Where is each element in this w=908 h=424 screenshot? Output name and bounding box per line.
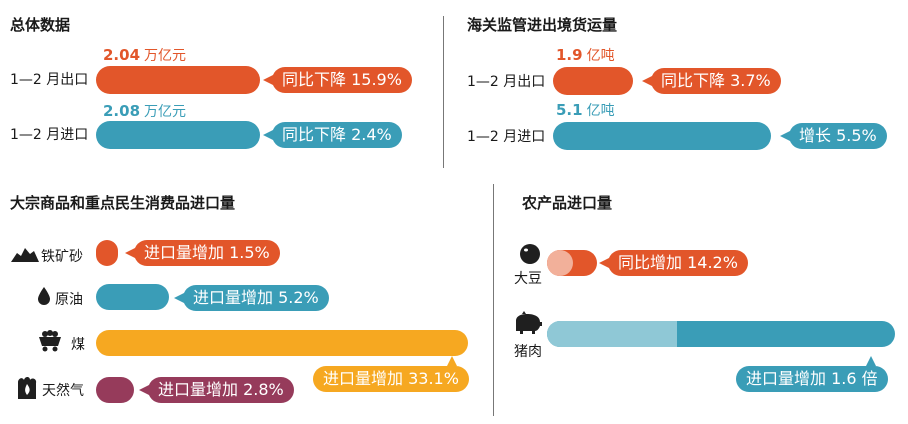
p3-gas-bar — [96, 377, 134, 403]
panel2-title: 海关监管进出境货运量 — [467, 16, 618, 34]
p3-iron-change: 进口量增加 1.5% — [125, 240, 280, 266]
p2-import-change: 增长 5.5% — [780, 123, 887, 149]
p3-gas-change: 进口量增加 2.8% — [139, 377, 294, 403]
panel4-title: 农产品进口量 — [522, 194, 613, 212]
p4-soy-change: 同比增加 14.2% — [599, 250, 748, 276]
p2-export-change: 同比下降 3.7% — [642, 68, 781, 94]
p2-export-bar — [553, 67, 633, 95]
p2-import-bar — [553, 122, 771, 150]
p2-import-value: 5.1 亿吨 — [556, 100, 615, 120]
p3-iron-bar — [96, 240, 118, 266]
p3-iron-label: 铁矿砂 — [41, 249, 83, 265]
p4-pork-bar-base — [547, 321, 677, 347]
coal-cart-icon — [39, 330, 61, 352]
crude-oil-drop-icon — [38, 287, 50, 305]
p3-coal-label: 煤 — [71, 337, 85, 353]
panel1-title: 总体数据 — [10, 16, 71, 34]
p1-export-change: 同比下降 15.9% — [263, 67, 412, 93]
p4-soy-label: 大豆 — [514, 271, 542, 287]
p1-export-unit: 万亿元 — [144, 48, 187, 64]
p3-coal-bar — [96, 330, 468, 356]
p1-export-label: 1—2 月出口 — [10, 72, 89, 88]
p3-gas-label: 天然气 — [42, 383, 84, 399]
p1-export-bar — [96, 66, 260, 94]
p1-import-change: 同比下降 2.4% — [263, 122, 402, 148]
p3-oil-label: 原油 — [55, 292, 83, 308]
p3-oil-bar — [96, 284, 169, 310]
p2-export-unit: 亿吨 — [586, 48, 615, 64]
p2-import-label: 1—2 月进口 — [467, 129, 546, 145]
soybean-icon — [520, 244, 540, 264]
natural-gas-icon — [18, 377, 37, 399]
p2-export-value: 1.9 亿吨 — [556, 45, 615, 65]
panel3-title: 大宗商品和重点民生消费品进口量 — [10, 194, 236, 212]
p2-export-number: 1.9 — [556, 46, 583, 64]
p4-pork-change: 进口量增加 1.6 倍 — [736, 356, 888, 392]
p1-import-number: 2.08 — [103, 102, 141, 120]
p1-import-bar — [96, 121, 260, 149]
p4-pork-label: 猪肉 — [514, 344, 542, 360]
p2-import-unit: 亿吨 — [586, 103, 615, 119]
divider-top — [443, 16, 444, 168]
pig-icon — [516, 311, 542, 334]
iron-ore-icon — [11, 248, 39, 262]
p1-export-value: 2.04 万亿元 — [103, 45, 186, 65]
p3-oil-change: 进口量增加 5.2% — [174, 285, 329, 311]
p1-import-value: 2.08 万亿元 — [103, 101, 186, 121]
divider-bottom — [493, 184, 494, 416]
p1-export-number: 2.04 — [103, 46, 141, 64]
p3-coal-change: 进口量增加 33.1% — [313, 356, 469, 392]
p4-soy-bar-base — [547, 250, 573, 276]
p1-import-unit: 万亿元 — [144, 104, 187, 120]
p2-import-number: 5.1 — [556, 101, 583, 119]
p1-import-label: 1—2 月进口 — [10, 127, 89, 143]
p2-export-label: 1—2 月出口 — [467, 74, 546, 90]
